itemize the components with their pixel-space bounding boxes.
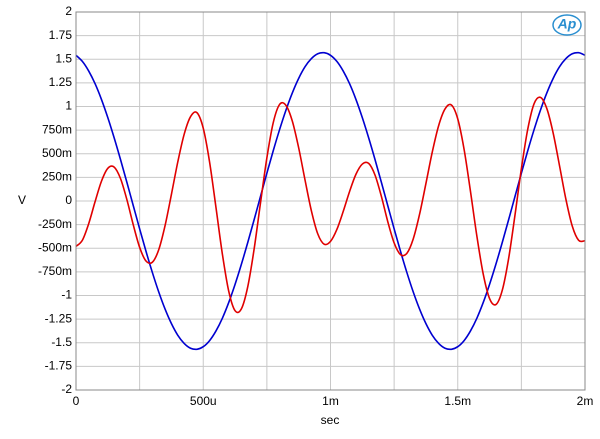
y-tick-label: 250m <box>42 170 72 184</box>
x-tick-label: 500u <box>190 394 217 408</box>
y-tick-label: 2 <box>65 4 72 18</box>
y-tick-label: 500m <box>42 146 72 160</box>
y-tick-label: -1 <box>61 288 72 302</box>
y-tick-label: -1.5 <box>51 335 72 349</box>
logo-ring <box>552 14 582 36</box>
series-line <box>75 96 586 314</box>
plot-lines <box>75 51 586 351</box>
y-tick-label: -1.75 <box>45 359 73 373</box>
y-tick-label: -250m <box>38 217 72 231</box>
x-tick-label: 1.5m <box>444 394 471 408</box>
series-line <box>75 51 586 351</box>
y-tick-label: 1 <box>65 99 72 113</box>
y-tick-label: -1.25 <box>45 311 73 325</box>
y-tick-label: -500m <box>38 240 72 254</box>
y-tick-label: 1.5 <box>55 51 72 65</box>
x-tick-label: 2m <box>577 394 594 408</box>
y-tick-label: -750m <box>38 264 72 278</box>
y-axis-label: V <box>18 193 26 207</box>
y-tick-label: 750m <box>42 122 72 136</box>
x-tick-label: 1m <box>322 394 339 408</box>
plot-frame <box>75 11 586 391</box>
y-tick-label: 1.75 <box>49 28 73 42</box>
y-tick-label: -2 <box>61 382 72 396</box>
grid <box>75 11 586 391</box>
x-axis-label: sec <box>321 413 340 427</box>
y-tick-label: 0 <box>65 193 72 207</box>
logo: Ap <box>557 16 577 32</box>
x-tick-label: 0 <box>73 394 80 408</box>
y-tick-label: 1.25 <box>49 75 73 89</box>
